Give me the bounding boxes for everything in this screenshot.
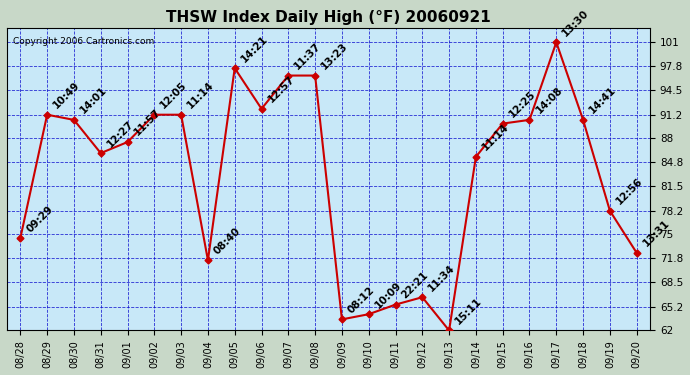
Text: 14:01: 14:01 [78,85,109,116]
Text: 08:12: 08:12 [346,285,377,315]
Text: 12:05: 12:05 [159,80,189,111]
Text: 11:34: 11:34 [426,262,457,293]
Text: 14:21: 14:21 [239,33,270,64]
Text: 11:14: 11:14 [480,122,511,153]
Text: 10:49: 10:49 [51,80,82,111]
Text: 09:29: 09:29 [25,204,55,234]
Text: 10:09: 10:09 [373,280,403,310]
Text: 11:37: 11:37 [293,41,323,71]
Text: 14:41: 14:41 [587,85,618,116]
Text: 12:25: 12:25 [507,89,538,119]
Text: 11:14: 11:14 [186,80,216,111]
Text: 14:08: 14:08 [533,85,564,116]
Text: 12:56: 12:56 [614,176,644,207]
Text: 08:40: 08:40 [212,225,243,256]
Text: 12:57: 12:57 [266,74,296,105]
Text: 22:21: 22:21 [400,270,430,300]
Text: 13:23: 13:23 [319,41,350,71]
Text: 15:11: 15:11 [453,296,484,326]
Text: 12:27: 12:27 [105,118,135,149]
Text: 13:31: 13:31 [641,218,671,249]
Text: Copyright 2006 Cartronics.com: Copyright 2006 Cartronics.com [13,37,155,46]
Title: THSW Index Daily High (°F) 20060921: THSW Index Daily High (°F) 20060921 [166,10,491,25]
Text: 13:30: 13:30 [560,8,591,38]
Text: 11:57: 11:57 [132,107,162,138]
